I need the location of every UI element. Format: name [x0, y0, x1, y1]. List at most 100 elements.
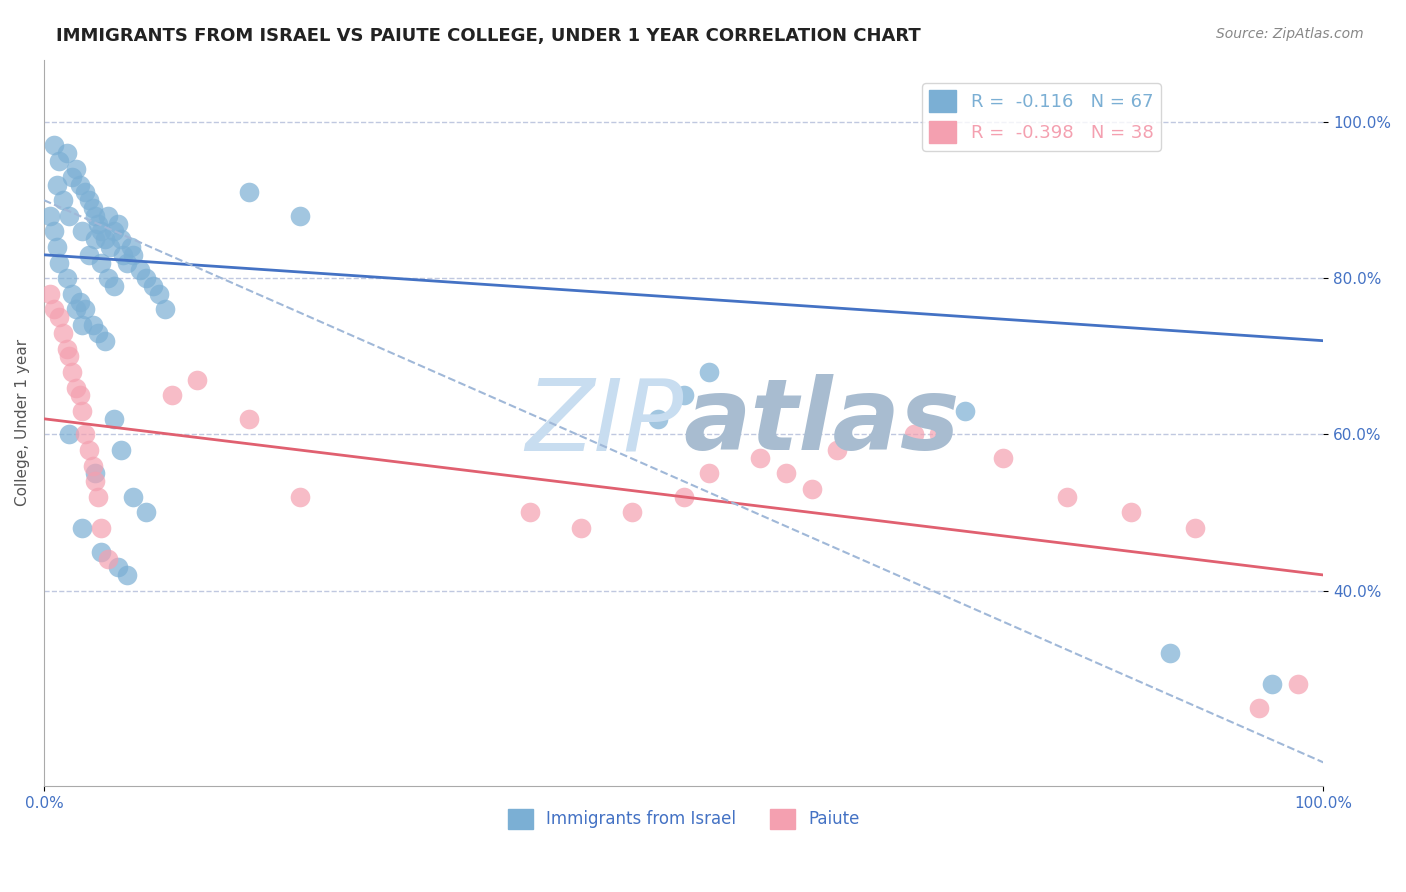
Point [1261, 677, 1284, 691]
Point [48, 255, 70, 269]
Point [86, 490, 108, 504]
Point [697, 365, 720, 379]
Point [128, 263, 150, 277]
Point [1121, 506, 1143, 520]
Point [42, 302, 65, 317]
Point [69, 178, 91, 192]
Point [115, 255, 138, 269]
Point [94, 232, 117, 246]
Point [72, 318, 94, 332]
Point [103, 224, 125, 238]
Point [58, 427, 80, 442]
Point [60, 365, 83, 379]
Point [82, 458, 104, 473]
Point [90, 521, 112, 535]
Point [288, 490, 311, 504]
Point [84, 232, 107, 246]
Point [800, 482, 823, 496]
Point [142, 279, 165, 293]
Point [928, 427, 950, 442]
Point [94, 334, 117, 348]
Point [39, 286, 62, 301]
Point [122, 248, 145, 262]
Point [107, 560, 129, 574]
Point [82, 201, 104, 215]
Point [69, 388, 91, 402]
Point [77, 193, 100, 207]
Point [135, 271, 157, 285]
Point [69, 294, 91, 309]
Point [56, 146, 79, 161]
Point [519, 506, 541, 520]
Text: ZIP: ZIP [526, 374, 683, 471]
Point [647, 411, 669, 425]
Point [107, 217, 129, 231]
Point [97, 209, 120, 223]
Point [775, 467, 797, 481]
Point [90, 255, 112, 269]
Point [1286, 677, 1309, 691]
Point [112, 248, 135, 262]
Point [58, 209, 80, 223]
Point [90, 224, 112, 238]
Point [52, 326, 75, 340]
Point [65, 302, 87, 317]
Y-axis label: College, Under 1 year: College, Under 1 year [15, 339, 30, 507]
Point [73, 186, 96, 200]
Legend: Immigrants from Israel, Paiute: Immigrants from Israel, Paiute [501, 802, 866, 836]
Point [97, 271, 120, 285]
Point [672, 388, 695, 402]
Point [65, 380, 87, 394]
Point [39, 209, 62, 223]
Point [238, 186, 260, 200]
Point [903, 427, 925, 442]
Point [72, 521, 94, 535]
Point [115, 568, 138, 582]
Point [86, 217, 108, 231]
Point [238, 411, 260, 425]
Point [48, 154, 70, 169]
Point [155, 302, 177, 317]
Point [52, 193, 75, 207]
Point [621, 506, 644, 520]
Point [84, 467, 107, 481]
Point [60, 169, 83, 184]
Point [65, 161, 87, 176]
Point [42, 138, 65, 153]
Point [77, 248, 100, 262]
Point [825, 443, 848, 458]
Point [86, 326, 108, 340]
Point [110, 443, 132, 458]
Point [672, 490, 695, 504]
Point [77, 443, 100, 458]
Point [103, 411, 125, 425]
Point [1056, 490, 1078, 504]
Point [1159, 646, 1181, 660]
Point [72, 224, 94, 238]
Point [110, 232, 132, 246]
Point [56, 342, 79, 356]
Point [73, 427, 96, 442]
Point [120, 240, 142, 254]
Point [42, 224, 65, 238]
Point [288, 209, 311, 223]
Point [135, 506, 157, 520]
Point [993, 450, 1015, 465]
Point [953, 404, 976, 418]
Point [103, 279, 125, 293]
Point [45, 178, 67, 192]
Point [56, 271, 79, 285]
Text: IMMIGRANTS FROM ISRAEL VS PAIUTE COLLEGE, UNDER 1 YEAR CORRELATION CHART: IMMIGRANTS FROM ISRAEL VS PAIUTE COLLEGE… [56, 27, 921, 45]
Point [697, 467, 720, 481]
Point [60, 286, 83, 301]
Text: atlas: atlas [683, 374, 960, 471]
Point [90, 544, 112, 558]
Point [45, 240, 67, 254]
Text: Source: ZipAtlas.com: Source: ZipAtlas.com [1216, 27, 1364, 41]
Point [82, 318, 104, 332]
Point [73, 302, 96, 317]
Point [100, 240, 122, 254]
Point [84, 209, 107, 223]
Point [1249, 700, 1271, 714]
Point [97, 552, 120, 566]
